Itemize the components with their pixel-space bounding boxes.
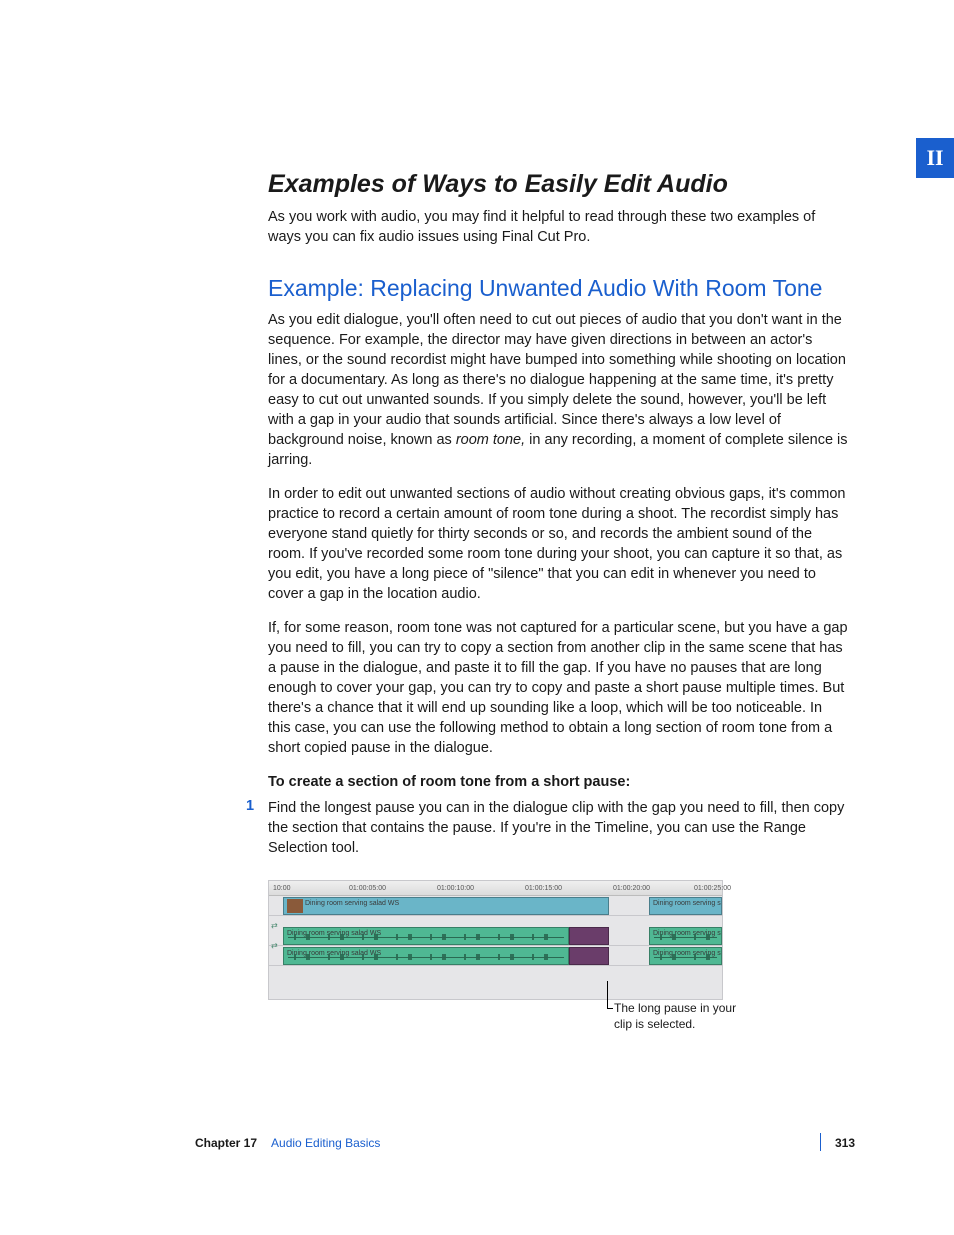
callout-leader-line [607, 981, 608, 1009]
page-number: 313 [835, 1136, 855, 1150]
step-1: 1 Find the longest pause you can in the … [268, 798, 848, 858]
video-clip-left: Dining room serving salad WS [283, 897, 609, 915]
audio-clip-1-right: Dining room serving salad WS [649, 927, 722, 945]
timecode-label: 01:00:25:00 [694, 885, 731, 892]
paragraph-2: In order to edit out unwanted sections o… [268, 484, 848, 604]
timeline-ruler: 10:00 01:00:05:00 01:00:10:00 01:00:15:00 01… [269, 881, 722, 896]
audio-selection-2 [569, 947, 609, 965]
clip-label: Dining room serving salad WS [653, 900, 722, 907]
timecode-label: 10:00 [273, 885, 291, 892]
callout-text: The long pause in your clip is selected. [614, 1001, 744, 1032]
chapter-title: Audio Editing Basics [271, 1136, 380, 1150]
para1-part-a: As you edit dialogue, you'll often need … [268, 312, 846, 448]
timecode-label: 01:00:05:00 [349, 885, 386, 892]
step-intro: To create a section of room tone from a … [268, 772, 848, 792]
waveform [288, 937, 564, 938]
main-content: Examples of Ways to Easily Edit Audio As… [268, 170, 848, 1000]
clip-label: Dining room serving salad WS [305, 900, 399, 907]
clip-thumbnail [287, 899, 303, 913]
paragraph-1: As you edit dialogue, you'll often need … [268, 310, 848, 470]
audio-track-2: ⇄ Dining room serving salad WS Dining ro… [269, 946, 722, 966]
step-number: 1 [246, 798, 254, 814]
paragraph-3: If, for some reason, room tone was not c… [268, 618, 848, 758]
audio-selection-1 [569, 927, 609, 945]
audio-clip-1-left: Dining room serving salad WS [283, 927, 569, 945]
para1-italic-term: room tone, [456, 432, 525, 448]
waveform [654, 937, 717, 938]
page-title: Examples of Ways to Easily Edit Audio [268, 170, 848, 199]
stereo-link-icon: ⇄ [271, 941, 283, 945]
track-gap [269, 916, 722, 926]
page-footer: Chapter 17 Audio Editing Basics 313 [195, 1136, 855, 1150]
waveform [654, 957, 717, 958]
chapter-number: Chapter 17 [195, 1136, 257, 1150]
stereo-link-icon: ⇄ [271, 921, 283, 925]
audio-clip-2-right: Dining room serving salad WS [649, 947, 722, 965]
timecode-label: 01:00:15:00 [525, 885, 562, 892]
step-text: Find the longest pause you can in the di… [268, 798, 848, 858]
timecode-label: 01:00:10:00 [437, 885, 474, 892]
audio-clip-2-left: Dining room serving salad WS [283, 947, 569, 965]
footer-divider [820, 1133, 821, 1151]
video-clip-right: Dining room serving salad WS [649, 897, 722, 915]
audio-track-1: ⇄ Dining room serving salad WS Dining ro… [269, 926, 722, 946]
video-track: Dining room serving salad WS Dining room… [269, 896, 722, 916]
intro-paragraph: As you work with audio, you may find it … [268, 207, 848, 247]
section-tab: II [916, 138, 954, 178]
timeline-screenshot: 10:00 01:00:05:00 01:00:10:00 01:00:15:00 01… [268, 880, 723, 1000]
example-heading: Example: Replacing Unwanted Audio With R… [268, 275, 848, 302]
timecode-label: 01:00:20:00 [613, 885, 650, 892]
waveform [288, 957, 564, 958]
